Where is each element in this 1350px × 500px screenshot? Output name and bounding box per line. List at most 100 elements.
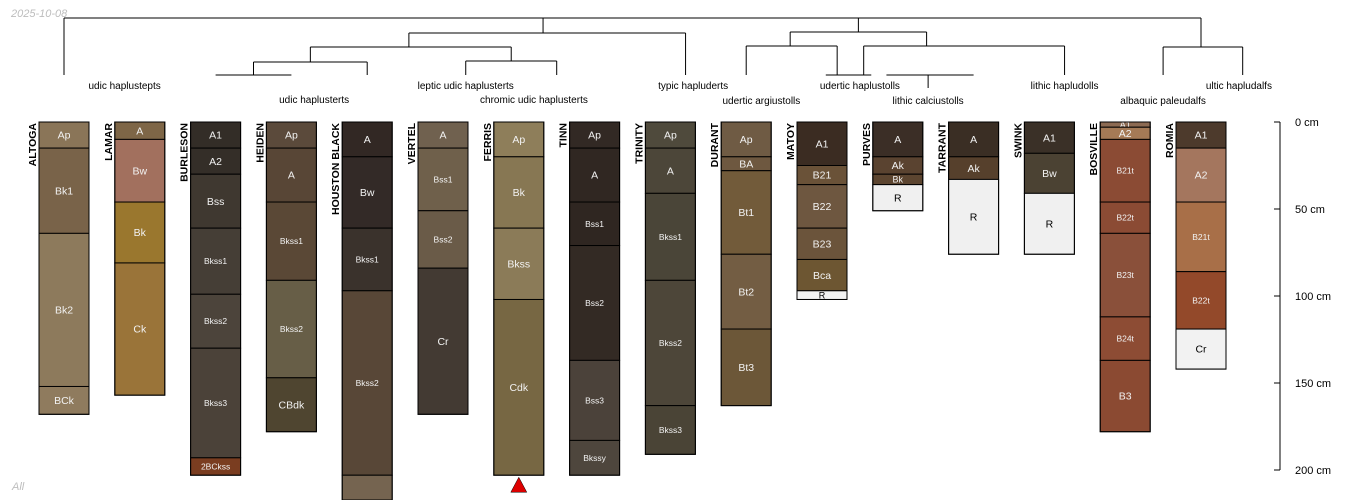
horizon-label: B23t xyxy=(1116,270,1134,280)
horizon-label: A2 xyxy=(209,156,222,168)
horizon-label: Bk xyxy=(893,175,904,185)
profile-burleson: BURLESON A1 A2 Bss Bkss1 Bkss2 Bkss3 2BCkss xyxy=(179,121,242,476)
horizon-label: A2 xyxy=(1195,170,1208,182)
horizon-label: B21t xyxy=(1192,232,1210,242)
horizon-label: B23 xyxy=(813,238,832,250)
depth-tick-label: 0 cm xyxy=(1295,117,1319,129)
horizon-a xyxy=(265,147,317,203)
profile-vertel: VERTEL A Bss1 Bss2 Cr xyxy=(406,121,469,415)
horizon-label: A xyxy=(439,130,446,142)
profile-frame xyxy=(417,121,469,415)
horizon-label: Bw xyxy=(133,165,148,177)
horizon-label: Bt1 xyxy=(738,207,754,219)
taxon-label-t-udic-haplusterts: udic haplusterts xyxy=(279,95,349,106)
taxon-label-t-udertic-argiustolls: udertic argiustolls xyxy=(722,96,800,107)
horizon-b3 xyxy=(1099,359,1151,433)
profile-romia: ROMIA A1 A2 B21t B22t Cr xyxy=(1164,121,1227,370)
profile-name: ALTOGA xyxy=(27,123,39,167)
horizon-bkss2 xyxy=(190,293,242,349)
horizon-label: BCk xyxy=(54,395,75,407)
horizon-bkss1 xyxy=(644,192,696,281)
horizon-label: Bkss1 xyxy=(356,254,379,264)
horizon-label: Ap xyxy=(588,130,601,142)
depth-tick-label: 100 cm xyxy=(1295,291,1331,303)
profile-name: TINN xyxy=(558,123,570,148)
horizon-ap xyxy=(644,121,696,149)
horizon-label: R xyxy=(1046,218,1054,230)
taxon-label-t-chromic: chromic udic haplusterts xyxy=(480,95,588,106)
horizon-a1 xyxy=(1175,121,1227,149)
horizon-b22t xyxy=(1175,271,1227,330)
horizon-bk xyxy=(114,201,166,264)
depth-tick-label: 50 cm xyxy=(1295,204,1325,216)
profile-name: SWINK xyxy=(1012,123,1024,158)
horizon-label: Ap xyxy=(740,134,753,146)
horizon-label: A xyxy=(591,170,598,182)
horizon-label: B22t xyxy=(1116,213,1134,223)
horizon-bw xyxy=(114,138,166,203)
profile-houston-black: HOUSTON BLACK A Bw Bkss1 Bkss2 xyxy=(330,121,393,500)
horizon-label: B22t xyxy=(1192,295,1210,305)
profile-frame xyxy=(493,121,545,476)
profile-lamar: LAMAR A Bw Bk Ck xyxy=(103,121,166,396)
horizon-ck xyxy=(114,262,166,396)
horizon-label: A1 xyxy=(1120,120,1131,130)
horizon-cbdk xyxy=(265,377,317,433)
horizon-bkssy xyxy=(569,439,621,476)
horizon-label: Bkss2 xyxy=(204,316,227,326)
taxon-label-t-udertic-haplustolls: udertic haplustolls xyxy=(820,81,900,92)
horizon-b22t xyxy=(1099,201,1151,234)
taxon-label-t-typic-hapluderts: typic hapluderts xyxy=(658,81,728,92)
horizon-bkss2 xyxy=(265,279,317,379)
horizon-label: R xyxy=(894,192,902,204)
profile-frame xyxy=(720,121,772,407)
horizon-r xyxy=(872,184,924,212)
depth-tick-label: 200 cm xyxy=(1295,465,1331,477)
profile-name: ROMIA xyxy=(1164,123,1176,158)
horizon-label: Bkss2 xyxy=(659,338,682,348)
taxon-label-t-lithic-calciustolls: lithic calciustolls xyxy=(893,96,964,107)
profile-swink: SWINK A1 Bw R xyxy=(1012,121,1075,255)
profile-name: TRINITY xyxy=(633,123,645,164)
horizon-label: Ap xyxy=(58,130,71,142)
horizon-label: Bk xyxy=(513,187,526,199)
profile-ferris: FERRIS Ap Bk Bkss Cdk xyxy=(482,121,545,476)
horizon-label: Ap xyxy=(512,134,525,146)
horizon-label: A1 xyxy=(1195,130,1208,142)
taxon-labels: udic haplustepts udic haplusterts leptic u… xyxy=(88,81,1271,107)
horizon-label: Bkss1 xyxy=(280,236,303,246)
horizon-label: B21 xyxy=(813,170,832,182)
horizon-bt2 xyxy=(720,253,772,330)
horizon-bw xyxy=(341,156,393,229)
horizon-label: Bss xyxy=(207,196,225,208)
horizon-label: Bss3 xyxy=(585,395,604,405)
profile-name: HEIDEN xyxy=(254,123,266,163)
horizon-label: Bkss1 xyxy=(204,256,227,266)
horizon-label: A xyxy=(970,134,977,146)
profile-trinity: TRINITY Ap A Bkss1 Bkss2 Bkss3 xyxy=(633,121,696,455)
horizon-bkss1 xyxy=(341,227,393,292)
horizon-bw xyxy=(1023,152,1075,194)
taxon-label-t-leptic: leptic udic haplusterts xyxy=(418,81,514,92)
horizon-label: Bt3 xyxy=(738,362,754,374)
horizon-label: Bss1 xyxy=(434,174,453,184)
profile-frame xyxy=(265,121,317,433)
date-stamp: 2025-10-08 xyxy=(11,8,68,20)
profile-name: BOSVILLE xyxy=(1088,123,1100,176)
profile-frame xyxy=(341,121,393,500)
horizon-label: A1 xyxy=(1043,132,1056,144)
horizon-label: Bt2 xyxy=(738,286,754,298)
taxon-label-t-albaquic: albaquic paleudalfs xyxy=(1120,96,1206,107)
horizon-bt1 xyxy=(720,170,772,255)
horizon-label: Ap xyxy=(285,130,298,142)
horizon-label: Bss1 xyxy=(585,219,604,229)
horizon-label: Bkss3 xyxy=(659,425,682,435)
profile-name: MATOY xyxy=(785,123,797,160)
horizon-label: Ap xyxy=(664,130,677,142)
horizon-label: BA xyxy=(739,158,753,170)
profile-frame xyxy=(796,121,848,300)
horizon-label: Cdk xyxy=(509,382,528,394)
horizon-a xyxy=(948,121,1000,158)
horizon-label: Ak xyxy=(967,163,980,175)
